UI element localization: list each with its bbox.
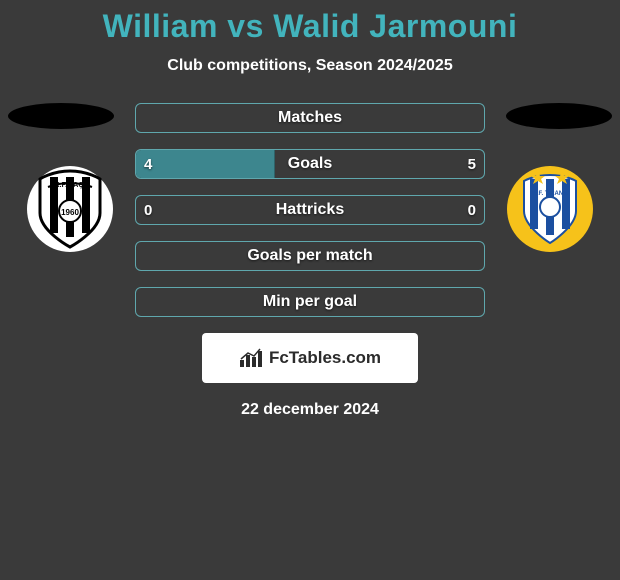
comparison-panel: 1960 K.F. LAÇI K.F. TIRANA Matches 4 5 Goal… bbox=[0, 103, 620, 419]
stat-value-right: 0 bbox=[468, 202, 476, 219]
kf-tirana-crest-icon: K.F. TIRANA bbox=[500, 165, 600, 253]
stat-label: Goals per match bbox=[247, 247, 372, 265]
watermark: FcTables.com bbox=[202, 333, 418, 383]
stat-row: Matches bbox=[135, 103, 485, 133]
svg-text:K.F. TIRANA: K.F. TIRANA bbox=[533, 191, 569, 197]
stat-row: Goals per match bbox=[135, 241, 485, 271]
crest-shadow-right bbox=[506, 103, 612, 129]
stat-row: Min per goal bbox=[135, 287, 485, 317]
stat-label: Matches bbox=[278, 109, 342, 127]
crest-shadow-left bbox=[8, 103, 114, 129]
stat-value-left: 0 bbox=[144, 202, 152, 219]
stat-value-right: 5 bbox=[468, 156, 476, 173]
stat-row: 4 5 Goals bbox=[135, 149, 485, 179]
kf-laci-crest-icon: 1960 K.F. LAÇI bbox=[20, 165, 120, 253]
team-crest-left: 1960 K.F. LAÇI bbox=[20, 165, 120, 253]
watermark-text: FcTables.com bbox=[269, 348, 381, 368]
team-crest-right: K.F. TIRANA bbox=[500, 165, 600, 253]
svg-text:1960: 1960 bbox=[61, 208, 79, 217]
page-title: William vs Walid Jarmouni bbox=[0, 0, 620, 45]
stats-list: Matches 4 5 Goals 0 0 Hattricks Goals per match… bbox=[135, 103, 485, 317]
subtitle: Club competitions, Season 2024/2025 bbox=[0, 57, 620, 75]
stat-value-left: 4 bbox=[144, 156, 152, 173]
snapshot-date: 22 december 2024 bbox=[0, 401, 620, 419]
stat-fill-left bbox=[136, 150, 275, 178]
stat-label: Goals bbox=[288, 155, 332, 173]
bar-chart-icon bbox=[239, 348, 263, 368]
stat-label: Min per goal bbox=[263, 293, 357, 311]
svg-text:K.F. LAÇI: K.F. LAÇI bbox=[55, 182, 86, 189]
stat-row: 0 0 Hattricks bbox=[135, 195, 485, 225]
stat-label: Hattricks bbox=[276, 201, 344, 219]
